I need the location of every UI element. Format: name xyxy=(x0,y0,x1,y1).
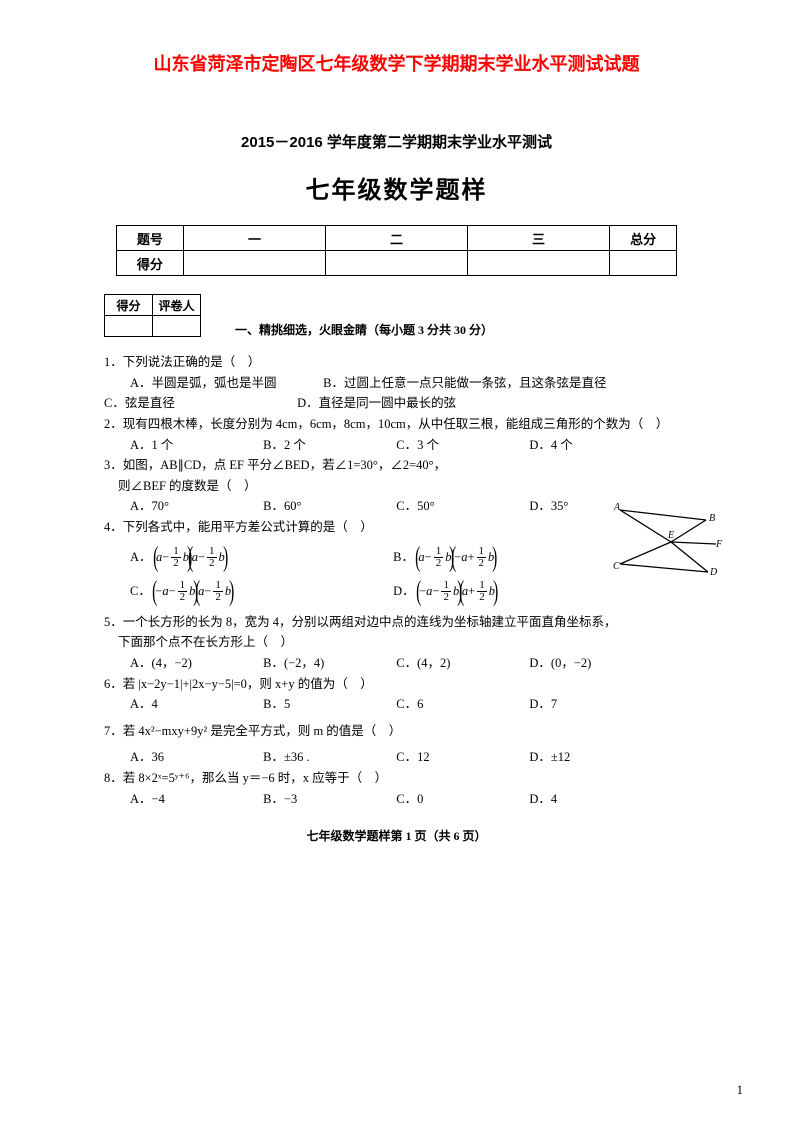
stem: 5．一个长方形的长为 8，宽为 4，分别以两组对边中点的连线为坐标轴建立平面直角… xyxy=(104,615,617,629)
option: A．4 xyxy=(130,694,260,715)
table-row: 题号 一 二 三 总分 xyxy=(116,226,677,251)
cell xyxy=(610,251,677,276)
table-row: 得分 xyxy=(116,251,677,276)
cell: 三 xyxy=(468,226,610,251)
option: C．0 xyxy=(396,789,526,810)
option: C．(4，2) xyxy=(396,653,526,674)
question-4: 4．下列各式中，能用平方差公式计算的是（ ） A． (a−12b)(a−12b)… xyxy=(104,517,689,606)
frac-den: 2 xyxy=(441,592,451,603)
option: D．35° xyxy=(529,499,568,513)
page-number: 1 xyxy=(737,1082,744,1098)
diagram-label: B xyxy=(709,513,715,524)
option: A．36 xyxy=(130,747,260,768)
cell: 得分 xyxy=(116,251,183,276)
diagram-label: D xyxy=(709,567,718,577)
question-8: 8．若 8×2ˣ=5ʸ⁺⁶，那么当 y＝−6 时，x 应等于（ ） A．−4 B… xyxy=(104,768,689,809)
option-d: D． (−a−12b)(a+12b) xyxy=(393,578,653,606)
cell: 评卷人 xyxy=(153,295,201,316)
label: D． xyxy=(393,584,415,598)
page-footer: 七年级数学题样第 1 页（共 6 页） xyxy=(70,827,723,844)
option: A．70° xyxy=(130,496,260,517)
option-c: C． (−a−12b)(a−12b) xyxy=(130,578,390,606)
cell xyxy=(105,316,153,337)
geometry-diagram: A B E F C D xyxy=(608,502,723,577)
frac-den: 2 xyxy=(171,558,181,569)
cell xyxy=(325,251,467,276)
option: D．4 xyxy=(529,792,557,806)
option: B．±36 . xyxy=(263,747,393,768)
option: B．−3 xyxy=(263,789,393,810)
question-1: 1．下列说法正确的是（ ） A．半圆是弧，弧也是半圆 B．过圆上任意一点只能做一… xyxy=(104,352,689,414)
option: C．12 xyxy=(396,747,526,768)
frac-den: 2 xyxy=(434,558,444,569)
option: D．4 个 xyxy=(529,438,572,452)
stem: 2．现有四根木棒，长度分别为 4cm，6cm，8cm，10cm，从中任取三根，能… xyxy=(104,417,668,431)
option: A．半圆是弧，弧也是半圆 xyxy=(130,373,320,394)
option: C．弦是直径 xyxy=(104,393,294,414)
grader-table: 得分 评卷人 xyxy=(104,294,201,337)
diagram-label: F xyxy=(715,539,723,550)
cell: 总分 xyxy=(610,226,677,251)
diagram-label: A xyxy=(613,502,621,513)
stem: 则∠BEF 的度数是（ ） xyxy=(118,479,257,493)
stem: 6．若 |x−2y−1|+|2x−y−5|=0，则 x+y 的值为（ ） xyxy=(104,677,373,691)
cell: 二 xyxy=(325,226,467,251)
option: B．60° xyxy=(263,496,393,517)
option: D．±12 xyxy=(529,750,570,764)
score-table: 题号 一 二 三 总分 得分 xyxy=(116,225,678,276)
frac-den: 2 xyxy=(213,592,223,603)
document-title: 山东省菏泽市定陶区七年级数学下学期期末学业水平测试试题 xyxy=(70,50,723,76)
diagram-label: E xyxy=(667,530,674,541)
option: B．5 xyxy=(263,694,393,715)
option: A．−4 xyxy=(130,789,260,810)
diagram-label: C xyxy=(613,561,620,572)
table-row: 得分 评卷人 xyxy=(105,295,201,316)
option-a: A． (a−12b)(a−12b) xyxy=(130,544,390,572)
subtitle: 2015－2016 学年度第二学期期末学业水平测试 xyxy=(70,131,723,152)
question-5: 5．一个长方形的长为 8，宽为 4，分别以两组对边中点的连线为坐标轴建立平面直角… xyxy=(104,612,689,674)
stem: 下面那个点不在长方形上（ ） xyxy=(118,635,293,649)
option: C．6 xyxy=(396,694,526,715)
stem: 8．若 8×2ˣ=5ʸ⁺⁶，那么当 y＝−6 时，x 应等于（ ） xyxy=(104,771,387,785)
question-6: 6．若 |x−2y−1|+|2x−y−5|=0，则 x+y 的值为（ ） A．4… xyxy=(104,674,689,715)
cell: 得分 xyxy=(105,295,153,316)
option: D．(0，−2) xyxy=(529,656,591,670)
option: B．(−2，4) xyxy=(263,653,393,674)
label: B． xyxy=(393,550,414,564)
cell: 题号 xyxy=(116,226,183,251)
question-2: 2．现有四根木棒，长度分别为 4cm，6cm，8cm，10cm，从中任取三根，能… xyxy=(104,414,689,455)
option: C．50° xyxy=(396,496,526,517)
option: D．7 xyxy=(529,697,557,711)
stem: 3．如图，AB∥CD，点 EF 平分∠BED，若∠1=30°，∠2=40°， xyxy=(104,458,446,472)
label: C． xyxy=(130,584,151,598)
section-heading: 一、精挑细选，火眼金睛（每小题 3 分共 30 分） xyxy=(235,321,723,338)
table-row xyxy=(105,316,201,337)
cell: 一 xyxy=(183,226,325,251)
label: A． xyxy=(130,550,152,564)
option: C．3 个 xyxy=(396,435,526,456)
main-title: 七年级数学题样 xyxy=(70,170,723,205)
option: A．1 个 xyxy=(130,435,260,456)
cell xyxy=(153,316,201,337)
option: D．直径是同一圆中最长的弦 xyxy=(297,396,456,410)
page: 山东省菏泽市定陶区七年级数学下学期期末学业水平测试试题 2015－2016 学年… xyxy=(0,0,793,1122)
frac-den: 2 xyxy=(207,558,217,569)
stem: 4．下列各式中，能用平方差公式计算的是（ ） xyxy=(104,520,373,534)
option: A．(4，−2) xyxy=(130,653,260,674)
frac-den: 2 xyxy=(178,592,188,603)
cell xyxy=(183,251,325,276)
option: B．2 个 xyxy=(263,435,393,456)
frac-den: 2 xyxy=(477,592,487,603)
stem: 1．下列说法正确的是（ ） xyxy=(104,355,260,369)
stem: 7．若 4x²−mxy+9y² 是完全平方式，则 m 的值是（ ） xyxy=(104,724,401,738)
cell xyxy=(468,251,610,276)
option: B．过圆上任意一点只能做一条弦，且这条弦是直径 xyxy=(323,376,606,390)
frac-den: 2 xyxy=(477,558,487,569)
question-3: 3．如图，AB∥CD，点 EF 平分∠BED，若∠1=30°，∠2=40°， 则… xyxy=(104,455,689,517)
question-7: 7．若 4x²−mxy+9y² 是完全平方式，则 m 的值是（ ） A．36 B… xyxy=(104,721,689,768)
